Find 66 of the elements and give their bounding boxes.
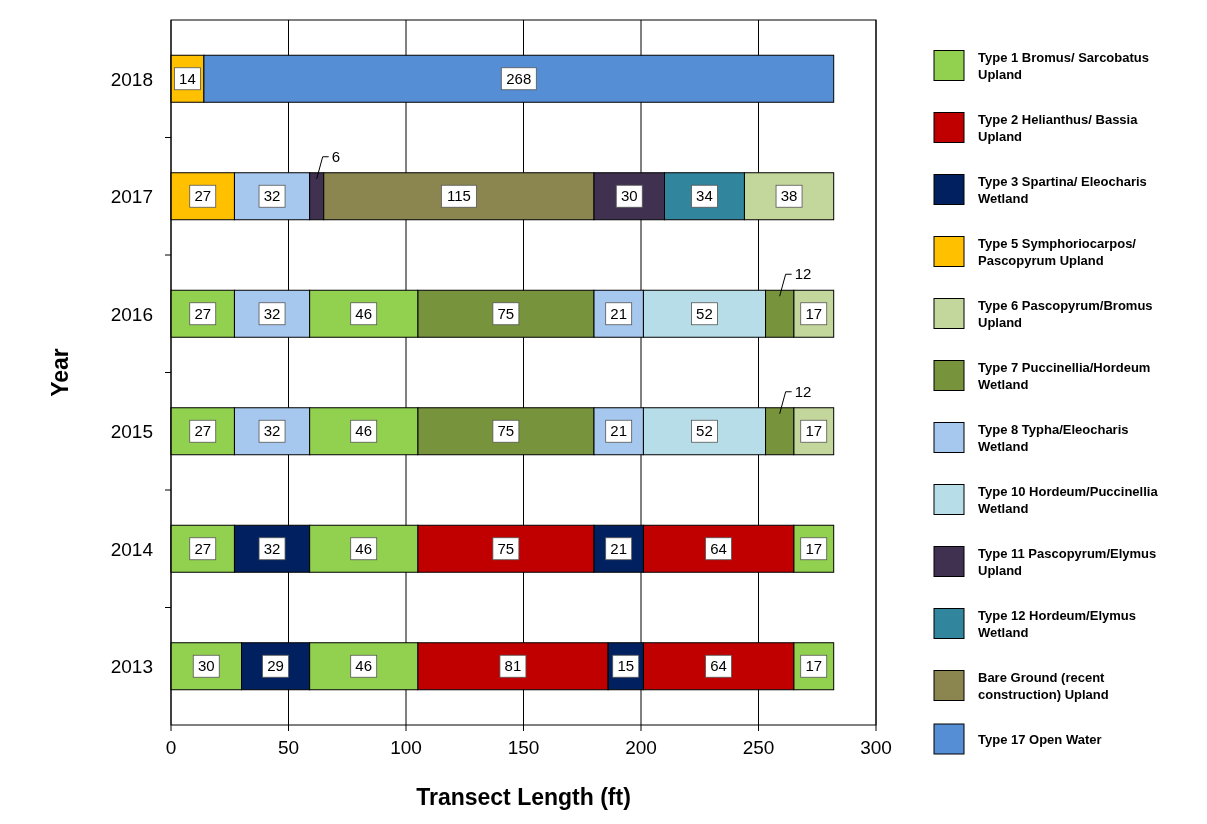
x-axis-title: Transect Length (ft) xyxy=(416,784,631,810)
data-label: 52 xyxy=(696,304,713,322)
data-label: 30 xyxy=(197,657,215,675)
data-label: 75 xyxy=(497,539,515,557)
legend-label: Type 1 Bromus/ Sarcobatus Upland xyxy=(978,50,1153,82)
legend-label: Type 2 Helianthus/ Bassia Upland xyxy=(978,112,1142,144)
data-label: 17 xyxy=(805,422,823,440)
y-tick-label: 2016 xyxy=(110,303,153,325)
data-label: 27 xyxy=(194,187,212,205)
x-tick-label: 0 xyxy=(165,737,177,758)
legend-label: Type 11 Pascopyrum/Elymus Upland xyxy=(978,546,1160,578)
legend-label: Type 17 Open Water xyxy=(978,732,1102,747)
data-label: 34 xyxy=(696,187,713,205)
legend-label: Bare Ground (recent construction) Upland xyxy=(978,670,1109,702)
data-label: 27 xyxy=(194,539,212,557)
data-label: 268 xyxy=(506,69,532,87)
y-tick-label: 2018 xyxy=(110,68,153,90)
data-label: 17 xyxy=(805,539,823,557)
data-label: 29 xyxy=(267,657,284,675)
data-label: 46 xyxy=(355,304,373,322)
data-label: 30 xyxy=(620,187,638,205)
data-label: 52 xyxy=(696,422,713,440)
data-label: 64 xyxy=(710,539,727,557)
data-label: 32 xyxy=(263,422,281,440)
y-tick-label: 2017 xyxy=(110,186,153,208)
y-tick-label: 2015 xyxy=(110,421,153,443)
y-tick-label: 2013 xyxy=(110,656,153,678)
legend-label: Type 8 Typha/Eleocharis Wetland xyxy=(978,422,1133,454)
data-label: 27 xyxy=(194,422,212,440)
x-tick-label: 100 xyxy=(390,737,422,758)
data-label: 21 xyxy=(610,422,628,440)
data-label: 75 xyxy=(497,304,515,322)
data-label: 15 xyxy=(617,657,635,675)
y-axis-title: Year xyxy=(47,348,73,397)
data-label: 6 xyxy=(331,147,341,165)
data-label: 21 xyxy=(610,304,628,322)
data-label: 32 xyxy=(263,304,281,322)
legend-label: Type 7 Puccinellia/Hordeum Wetland xyxy=(978,360,1155,392)
data-label: 17 xyxy=(805,304,823,322)
legend-label: Type 10 Hordeum/Puccinellia Wetland xyxy=(978,484,1162,516)
data-label: 75 xyxy=(497,422,515,440)
x-tick-label: 50 xyxy=(277,737,300,758)
data-label: 46 xyxy=(355,657,373,675)
x-tick-label: 300 xyxy=(860,737,892,758)
x-tick-label: 200 xyxy=(625,737,657,758)
x-tick-label: 250 xyxy=(742,737,775,758)
data-label: 12 xyxy=(794,382,812,400)
data-label: 38 xyxy=(780,187,798,205)
legend-label: Type 6 Pascopyrum/Bromus Upland xyxy=(978,298,1157,330)
data-label: 21 xyxy=(610,539,628,557)
data-label: 12 xyxy=(794,265,812,283)
data-label: 32 xyxy=(263,539,281,557)
x-tick-label: 150 xyxy=(507,737,540,758)
data-label: 64 xyxy=(710,657,727,675)
legend-label: Type 3 Spartina/ Eleocharis Wetland xyxy=(978,174,1151,206)
y-tick-label: 2014 xyxy=(110,538,154,560)
data-label: 32 xyxy=(263,187,281,205)
data-label: 46 xyxy=(355,422,373,440)
data-label: 46 xyxy=(355,539,373,557)
data-label: 14 xyxy=(179,69,196,87)
data-label: 81 xyxy=(504,657,522,675)
data-label: 27 xyxy=(194,304,212,322)
data-label: 17 xyxy=(805,657,823,675)
legend-label: Type 12 Hordeum/Elymus Wetland xyxy=(978,608,1140,640)
data-label: 115 xyxy=(446,187,471,205)
legend-label: Type 5 Symphoriocarpos/ Pascopyrum Upland xyxy=(978,236,1140,268)
